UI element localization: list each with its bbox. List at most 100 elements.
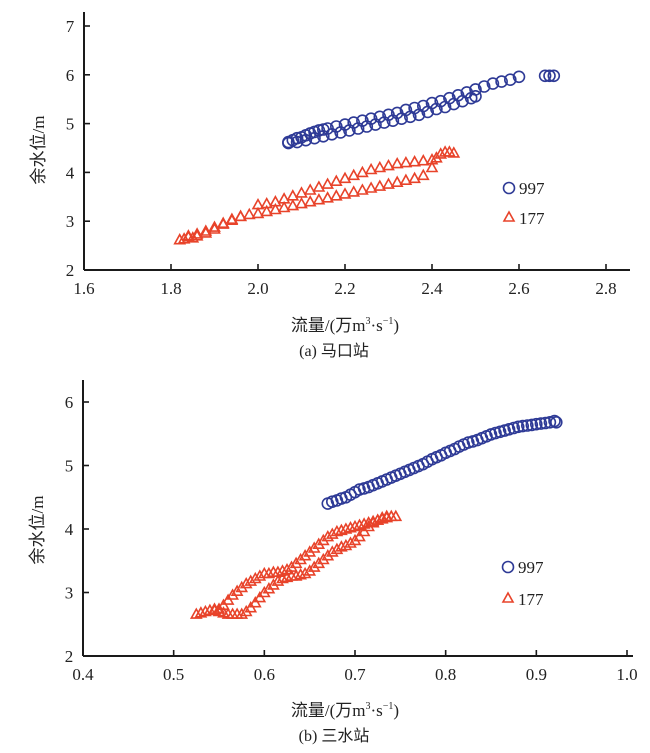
chart-b-point-177: [335, 523, 348, 536]
chart-a-point-177: [447, 146, 461, 158]
chart-a-y-tick-label: 7: [66, 17, 75, 36]
chart-a-point-997: [543, 69, 556, 83]
chart-a-point-177: [338, 171, 352, 184]
chart-a-caption: (a) 马口站: [299, 342, 369, 360]
chart-b-point-177: [253, 569, 267, 581]
chart-a-y-tick-label: 3: [66, 212, 75, 231]
chart-b-y-axis-title: 余水位/m: [28, 496, 47, 565]
chart-a-point-177: [356, 165, 369, 178]
chart-a-x-tick-label: 1.6: [73, 279, 94, 298]
chart-a-point-997: [377, 116, 391, 129]
chart-a-point-997: [369, 118, 382, 131]
chart-a-point-177: [382, 158, 395, 171]
chart-b-point-177: [339, 522, 353, 534]
chart-a-point-177: [338, 187, 352, 199]
chart-b-point-177: [375, 510, 389, 523]
chart-b-x-tick-label: 0.8: [435, 665, 456, 684]
chart-a-point-997: [360, 120, 374, 133]
chart-a-point-997: [395, 112, 408, 125]
chart-a-point-177: [269, 202, 282, 215]
chart-a-ticks: 1.6 1.8 2.0 2.2 2.4 2.6 2.8 2 3 4 5 6 7: [66, 17, 617, 298]
chart-a-maokou: 1.6 1.8 2.0 2.2 2.4 2.6 2.8 2 3 4 5 6 7 余水位/m 流量/(万m…: [29, 12, 630, 360]
chart-b-y-tick-label: 3: [65, 584, 74, 603]
chart-b-point-997: [525, 418, 539, 432]
chart-a-point-997: [430, 102, 443, 116]
chart-b-point-177: [289, 569, 303, 581]
chart-a-point-177: [225, 212, 239, 224]
chart-a-point-177: [356, 183, 369, 195]
chart-a-point-997: [421, 105, 435, 119]
chart-b-ticks: 0.4 0.5 0.6 0.7 0.8 0.9 1.0 2 3 4 5 6: [65, 393, 638, 684]
chart-b-point-177: [344, 521, 357, 533]
chart-a-point-997: [495, 75, 508, 88]
chart-a-point-997: [403, 110, 417, 124]
chart-a-point-177: [364, 162, 378, 175]
chart-b-point-177: [276, 571, 289, 584]
chart-a-points: [173, 69, 561, 245]
chart-a-point-177: [234, 209, 247, 222]
chart-b-point-177: [325, 527, 339, 539]
chart-b-point-177: [271, 574, 285, 586]
chart-a-x-tick-label: 2.6: [508, 279, 529, 298]
chart-a-point-177: [295, 186, 308, 198]
chart-a-legend-triangle-icon: [502, 210, 516, 222]
chart-a-legend: 997 177: [502, 179, 545, 228]
chart-a-point-997: [334, 126, 347, 139]
chart-a-point-177: [260, 204, 274, 217]
chart-a-point-997: [438, 100, 452, 114]
chart-b-point-177: [244, 574, 258, 586]
chart-a-point-177: [390, 156, 404, 169]
chart-a-point-177: [329, 189, 343, 201]
chart-b-point-177: [262, 566, 276, 579]
chart-a-point-177: [303, 195, 317, 207]
chart-b-x-axis-title: 流量/(万m3·s−1): [291, 701, 399, 720]
chart-b-point-177: [371, 513, 385, 525]
chart-a-point-177: [373, 179, 387, 191]
chart-b-y-tick-label: 2: [65, 647, 74, 666]
chart-a-point-997: [386, 114, 400, 127]
chart-b-x-tick-label: 0.6: [254, 665, 275, 684]
chart-a-point-997: [456, 94, 469, 108]
chart-a-point-177: [329, 174, 343, 186]
chart-b-point-997: [529, 417, 543, 431]
chart-a-point-997: [325, 128, 339, 141]
chart-b-x-tick-label: 0.5: [163, 665, 184, 684]
chart-b-point-997: [520, 419, 534, 432]
chart-b-point-177: [239, 576, 253, 589]
chart-b-sanshui: 0.4 0.5 0.6 0.7 0.8 0.9 1.0 2 3 4 5 6 余水位/m 流量/(万m3…: [28, 380, 638, 745]
chart-b-point-997: [516, 419, 530, 433]
chart-a-point-177: [173, 233, 187, 245]
chart-b-legend: 997 177: [501, 558, 544, 609]
chart-a-point-177: [416, 168, 430, 181]
chart-b-point-177: [280, 570, 294, 583]
chart-a-point-997: [538, 69, 552, 83]
chart-b-x-tick-label: 0.4: [72, 665, 94, 684]
chart-a-point-177: [208, 220, 221, 232]
chart-a-point-177: [303, 183, 317, 195]
chart-a-point-177: [251, 197, 265, 210]
chart-a-point-177: [295, 196, 308, 209]
chart-a-y-tick-label: 4: [66, 163, 75, 182]
chart-b-point-177: [189, 607, 203, 619]
chart-a-point-177: [399, 155, 413, 168]
chart-b-point-177: [294, 568, 307, 580]
chart-b-point-177: [335, 540, 348, 552]
chart-b-x-tick-label: 1.0: [616, 665, 637, 684]
chart-b-point-177: [330, 524, 344, 537]
chart-a-point-997: [351, 122, 365, 135]
chart-b-y-tick-label: 6: [65, 393, 74, 412]
chart-b-points: [189, 414, 563, 619]
chart-a-point-177: [408, 171, 421, 184]
chart-a-point-177: [286, 189, 300, 201]
chart-a-point-997: [412, 108, 426, 122]
chart-a-point-177: [286, 198, 300, 211]
chart-a-point-177: [277, 200, 291, 213]
chart-b-legend-triangle-icon: [501, 591, 515, 603]
chart-a-x-tick-label: 2.8: [595, 279, 616, 298]
chart-a-point-177: [364, 181, 378, 193]
chart-a-point-177: [321, 177, 334, 189]
chart-a-point-177: [199, 224, 213, 236]
chart-b-point-177: [321, 529, 335, 542]
chart-a-legend-circle-icon: [502, 181, 516, 195]
